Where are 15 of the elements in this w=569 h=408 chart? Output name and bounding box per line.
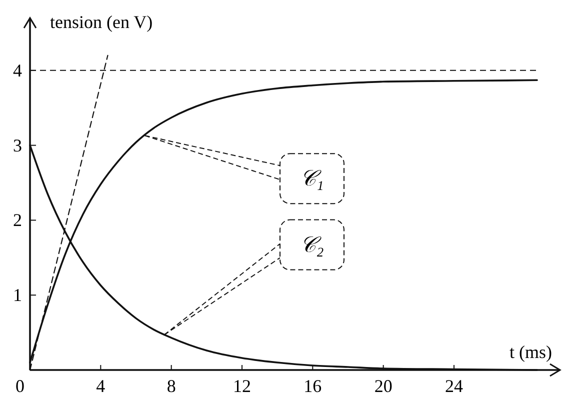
x-tick-label: 20 — [374, 376, 392, 396]
x-tick-label: 24 — [445, 376, 463, 396]
x-tick-label: 12 — [233, 376, 251, 396]
x-axis-title: t (ms) — [510, 342, 552, 362]
annotation: 𝒞₁ — [300, 166, 324, 191]
x-tick-label: 16 — [304, 376, 322, 396]
y-axis-title: tension (en V) — [50, 12, 153, 32]
annotation: 𝒞₂ — [300, 232, 324, 257]
y-tick-label: 2 — [13, 210, 22, 230]
y-tick-label: 1 — [13, 285, 22, 306]
y-tick-label: 4 — [13, 60, 22, 80]
x-tick-label: 4 — [96, 376, 106, 396]
y-tick-label: 3 — [13, 135, 22, 156]
x-tick-label: 8 — [166, 376, 176, 396]
x-tick-label: 0 — [16, 376, 24, 396]
